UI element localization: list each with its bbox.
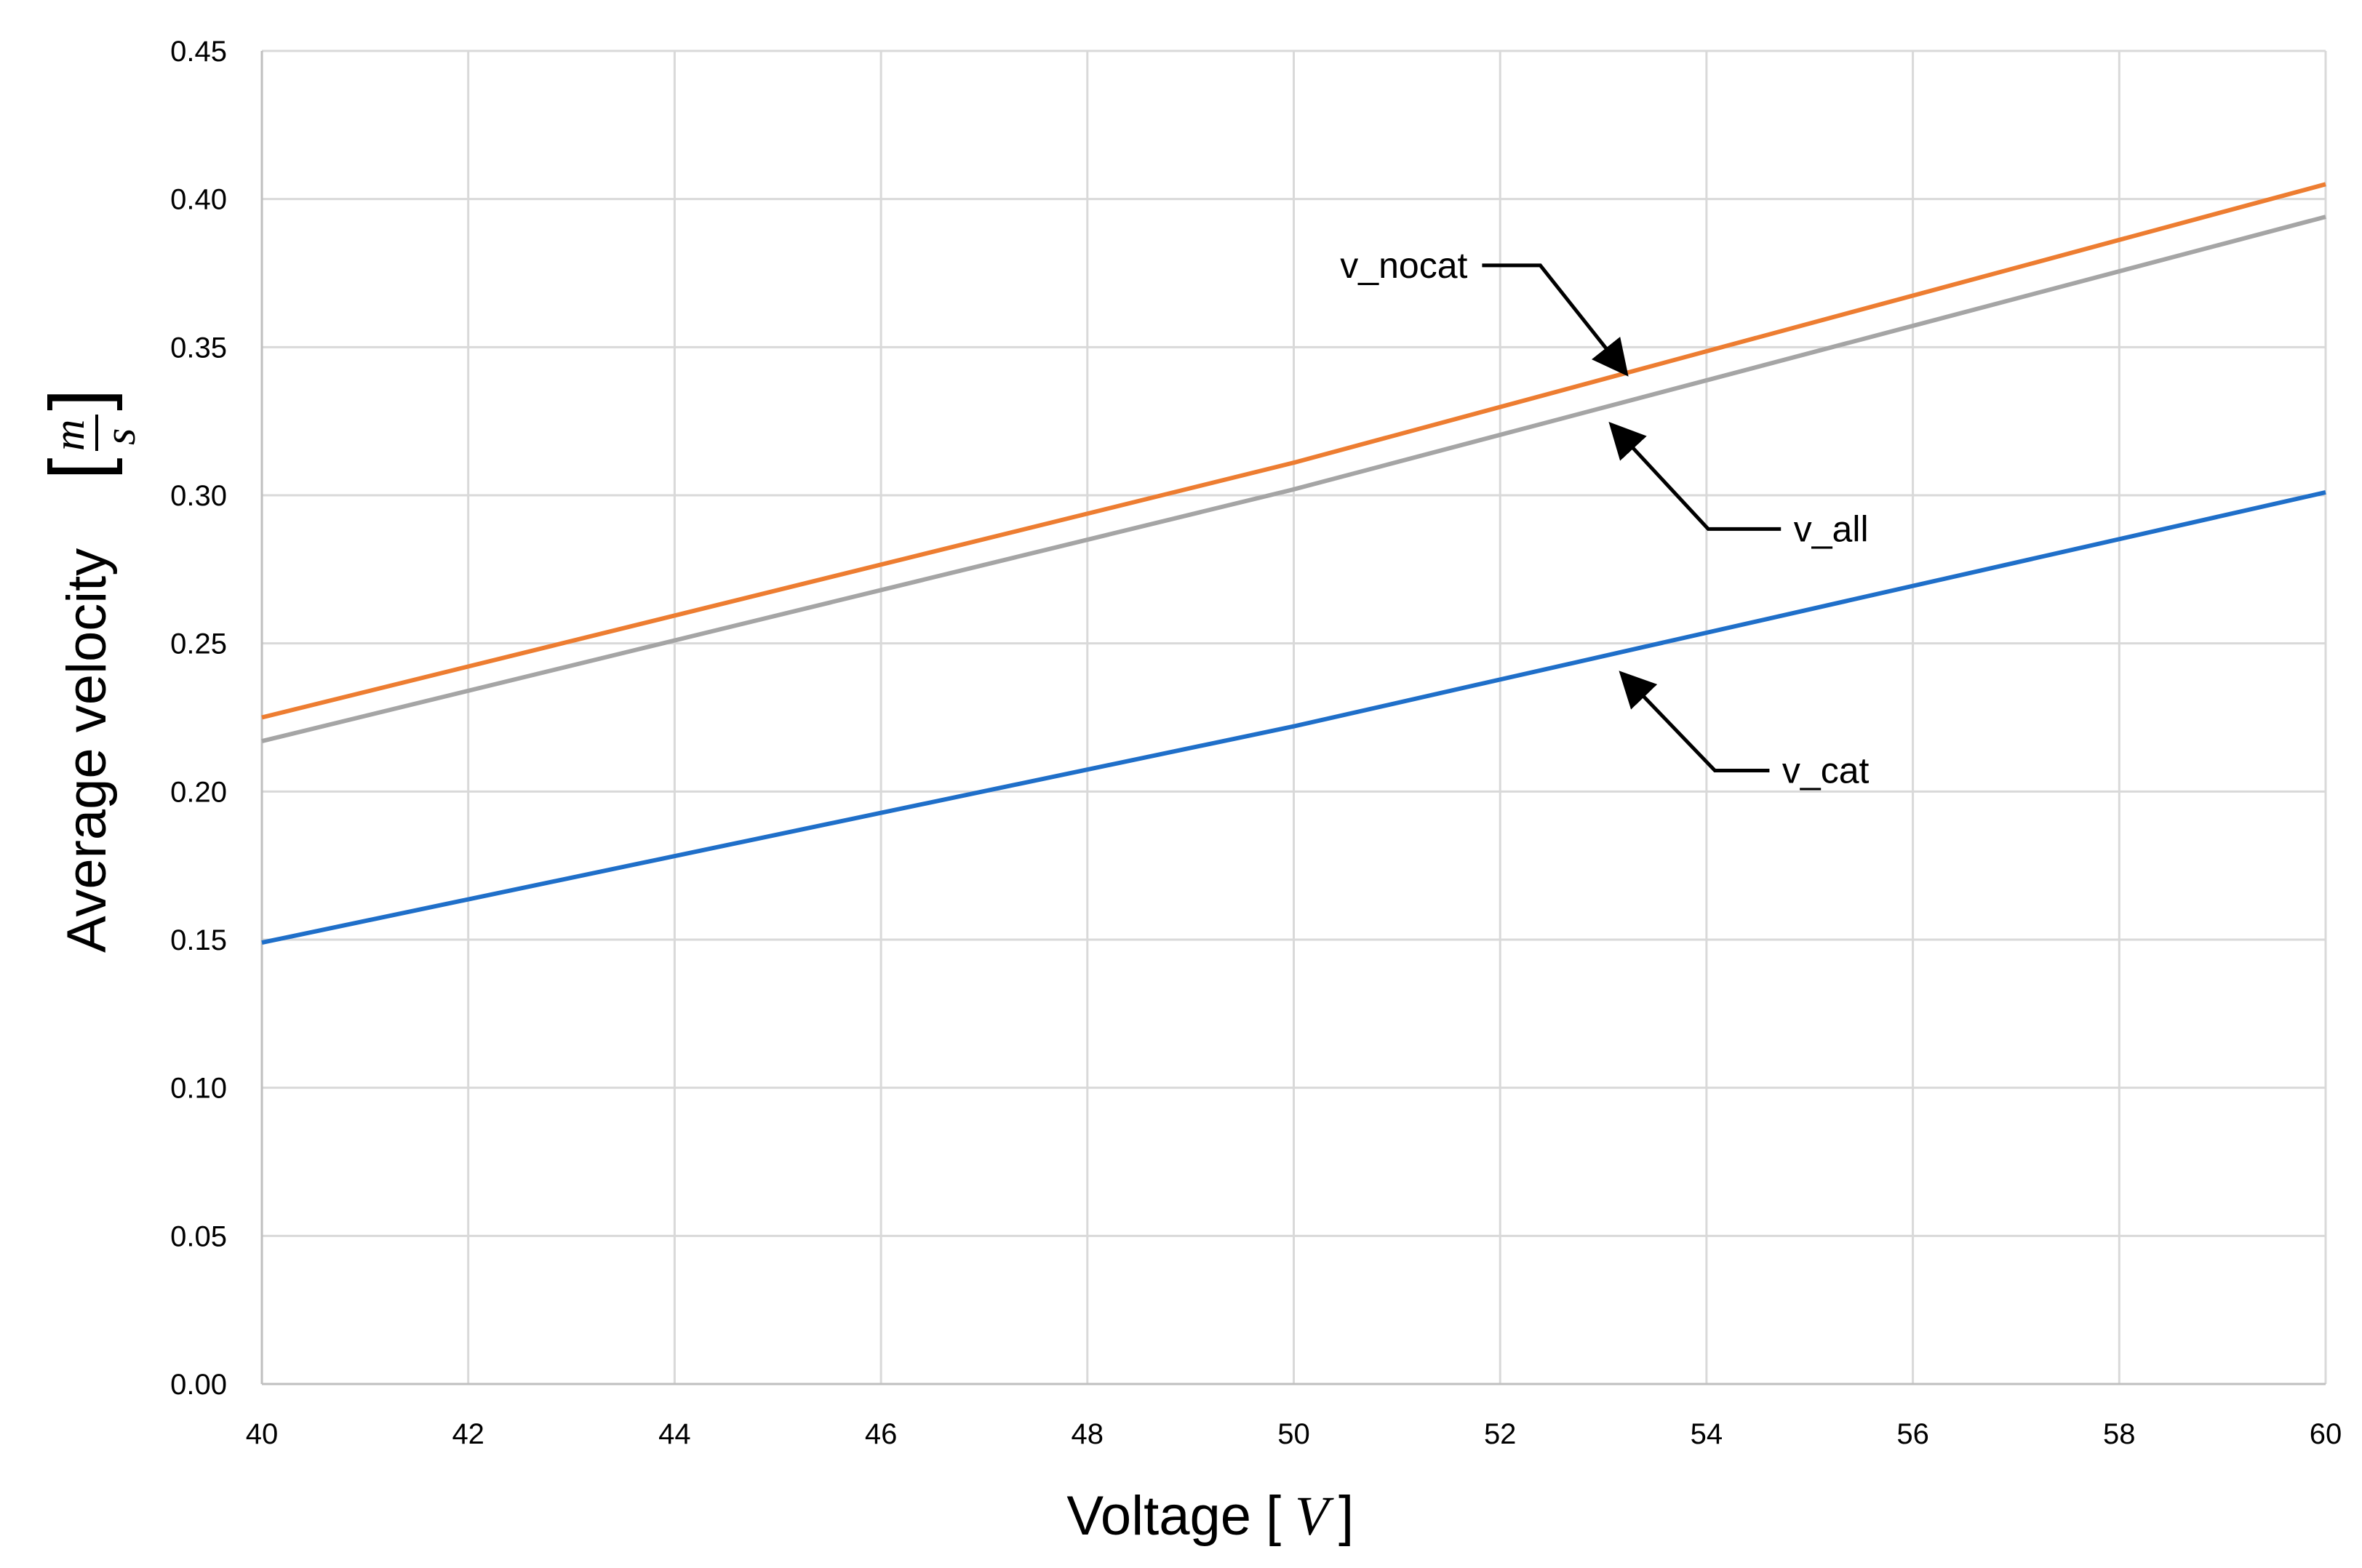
y-tick-label: 0.10 <box>170 1073 227 1105</box>
x-axis-ticks: 40 42 44 46 48 50 52 54 56 58 60 <box>246 1418 2342 1450</box>
x-unit-open-bracket: [ <box>1266 1485 1281 1547</box>
x-tick-label: 58 <box>2103 1418 2136 1450</box>
y-axis-title: Average velocity <box>56 548 118 953</box>
x-tick-label: 56 <box>1896 1418 1929 1450</box>
y-tick-label: 0.45 <box>170 36 227 68</box>
x-tick-label: 50 <box>1277 1418 1310 1450</box>
annotation-arrow <box>1608 421 1782 531</box>
x-axis-unit: [ V ] <box>1266 1485 1354 1547</box>
y-axis-unit: [ m s ] <box>33 388 144 480</box>
y-axis-title-group: Average velocity [ m s ] <box>33 388 144 953</box>
x-tick-label: 42 <box>452 1418 484 1450</box>
y-tick-label: 0.05 <box>170 1220 227 1252</box>
x-axis-title: Voltage <box>1066 1485 1251 1547</box>
x-tick-label: 48 <box>1072 1418 1104 1450</box>
y-tick-label: 0.35 <box>170 332 227 364</box>
annotation-label: v_all <box>1794 508 1869 549</box>
annotation-v-all: v_all <box>1608 421 1869 549</box>
series-line-v-nocat <box>261 182 2326 720</box>
y-tick-label: 0.15 <box>170 924 227 956</box>
annotation-v-cat: v_cat <box>1619 671 1870 791</box>
y-tick-label: 0.25 <box>170 628 227 660</box>
series-lines <box>261 182 2326 945</box>
grid <box>260 49 2327 1384</box>
x-tick-label: 46 <box>865 1418 898 1450</box>
annotation-arrow <box>1482 263 1629 377</box>
x-tick-label: 60 <box>2310 1418 2342 1450</box>
y-unit-numerator: m <box>45 420 93 451</box>
y-unit-open-bracket: [ <box>33 457 123 480</box>
y-tick-label: 0.40 <box>170 184 227 216</box>
annotation-label: v_cat <box>1782 750 1870 791</box>
series-line-v-all <box>261 215 2326 744</box>
annotation-arrow <box>1619 671 1770 772</box>
x-tick-label: 54 <box>1691 1418 1723 1450</box>
x-tick-label: 52 <box>1484 1418 1517 1450</box>
series-line-v-cat <box>261 490 2326 945</box>
x-unit-symbol: V <box>1295 1486 1334 1547</box>
annotation-label: v_nocat <box>1340 245 1467 286</box>
y-axis-ticks: 0.00 0.05 0.10 0.15 0.20 0.25 0.30 0.35 0.40 0.45 <box>170 36 227 1401</box>
y-unit-close-bracket: ] <box>33 388 123 411</box>
y-tick-label: 0.00 <box>170 1369 227 1401</box>
annotations: v_nocat v_all v_cat <box>1340 245 1869 791</box>
y-tick-label: 0.20 <box>170 776 227 808</box>
x-tick-label: 40 <box>246 1418 279 1450</box>
annotation-v-nocat: v_nocat <box>1340 245 1629 377</box>
y-tick-label: 0.30 <box>170 480 227 512</box>
y-unit-denominator: s <box>96 428 144 445</box>
x-unit-close-bracket: ] <box>1338 1485 1354 1547</box>
x-tick-label: 44 <box>658 1418 691 1450</box>
